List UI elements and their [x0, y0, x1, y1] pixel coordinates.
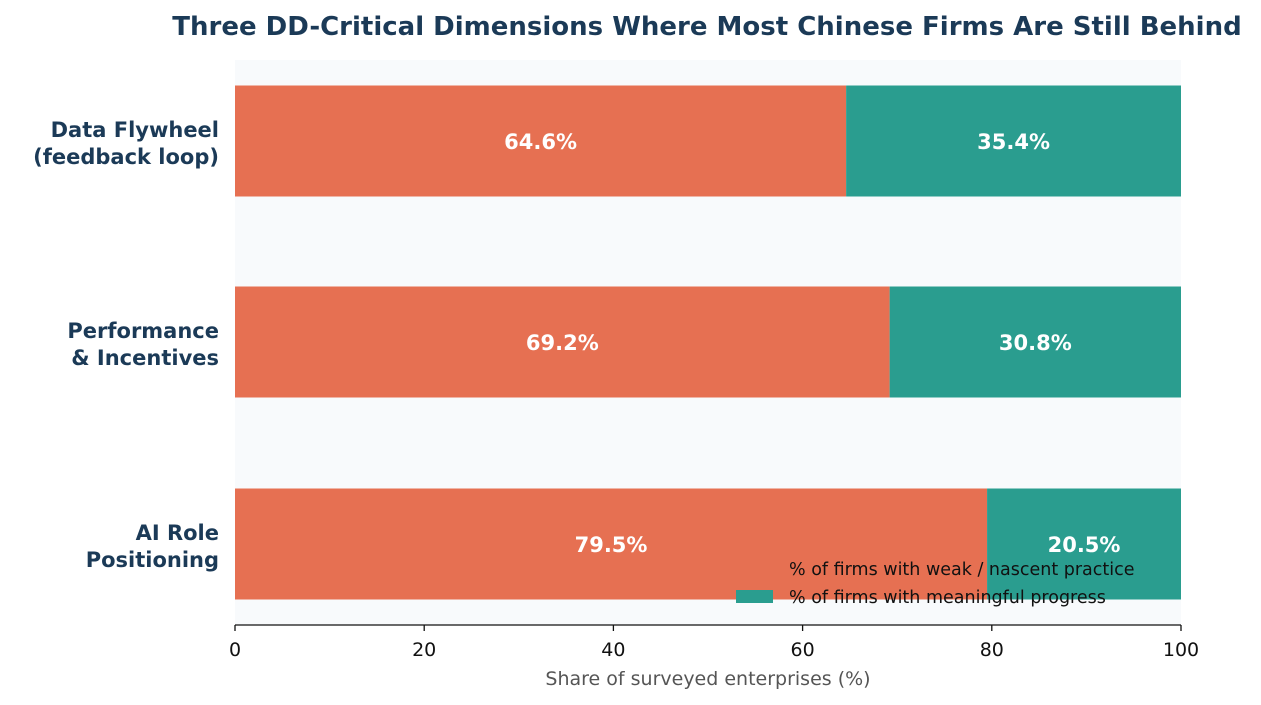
bar-value-label: 69.2% — [526, 331, 599, 355]
x-axis: 0 20 40 60 80 100 — [229, 624, 1199, 661]
category-label: Performance & Incentives — [67, 319, 219, 370]
bar-value-label: 79.5% — [575, 533, 648, 557]
legend-swatch — [736, 590, 773, 603]
x-tick-label: 100 — [1163, 639, 1199, 661]
legend-swatch — [736, 562, 773, 575]
bar-value-label: 64.6% — [504, 130, 577, 154]
x-tick-label: 40 — [601, 639, 625, 661]
category-label: AI Role Positioning — [86, 521, 219, 572]
bar-value-label: 35.4% — [977, 130, 1050, 154]
legend-label: % of firms with weak / nascent practice — [789, 560, 1135, 580]
bar-weak-0 — [235, 85, 847, 197]
category-label: Data Flywheel (feedback loop) — [33, 118, 219, 169]
bar-progress-2 — [987, 488, 1181, 600]
legend: % of firms with weak / nascent practice%… — [736, 560, 1135, 608]
x-tick-label: 0 — [229, 639, 241, 661]
x-axis-label: Share of surveyed enterprises (%) — [545, 668, 870, 690]
x-tick-label: 20 — [412, 639, 436, 661]
category-labels: Data Flywheel (feedback loop) Performance &… — [33, 118, 219, 572]
bar-progress-0 — [846, 85, 1181, 197]
bar-value-label: 20.5% — [1048, 533, 1121, 557]
x-tick-label: 80 — [980, 639, 1004, 661]
bar-value-label: 30.8% — [999, 331, 1072, 355]
chart-title: Three DD-Critical Dimensions Where Most … — [172, 12, 1241, 42]
bars-group: 64.6% 35.4% 69.2% 30.8% 79.5% 20.5% — [235, 85, 1181, 600]
bar-weak-2 — [235, 488, 988, 600]
x-tick-label: 60 — [791, 639, 815, 661]
legend-label: % of firms with meaningful progress — [789, 588, 1106, 608]
bar-progress-1 — [889, 286, 1181, 398]
bar-weak-1 — [235, 286, 890, 398]
